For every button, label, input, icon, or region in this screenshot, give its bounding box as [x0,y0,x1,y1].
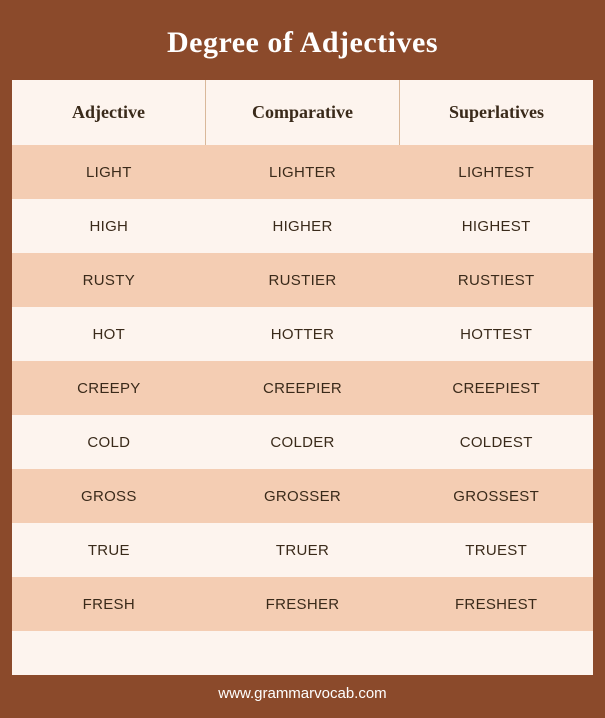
cell-adjective: Creepy [12,361,206,415]
cell-adjective: High [12,199,206,253]
cell-comparative: Fresher [206,577,400,631]
adjectives-table: Adjective Comparative Superlatives Light… [12,80,593,675]
table-row: Creepy Creepier Creepiest [12,361,593,415]
cell-superlative: Grossest [399,469,593,523]
cell-superlative: Creepiest [399,361,593,415]
cell-adjective: Fresh [12,577,206,631]
cell-superlative: Hottest [399,307,593,361]
cell-comparative: Rustier [206,253,400,307]
cell-comparative: Higher [206,199,400,253]
cell-adjective: Light [12,145,206,199]
cell-comparative: Truer [206,523,400,577]
cell-comparative: Grosser [206,469,400,523]
cell-adjective: Rusty [12,253,206,307]
column-header-superlatives: Superlatives [400,80,593,145]
table-row: Hot Hotter Hottest [12,307,593,361]
cell-superlative: Truest [399,523,593,577]
cell-adjective: Cold [12,415,206,469]
table-header-row: Adjective Comparative Superlatives [12,80,593,145]
cell-comparative: Lighter [206,145,400,199]
column-header-comparative: Comparative [206,80,400,145]
cell-comparative: Creepier [206,361,400,415]
page-title: Degree of Adjectives [12,12,593,80]
table-row: Light Lighter Lightest [12,145,593,199]
table-row: High Higher Highest [12,199,593,253]
cell-superlative: Rustiest [399,253,593,307]
table-row: Gross Grosser Grossest [12,469,593,523]
cell-superlative: Freshest [399,577,593,631]
table-row: Rusty Rustier Rustiest [12,253,593,307]
cell-superlative: Lightest [399,145,593,199]
cell-comparative: Colder [206,415,400,469]
table-row: True Truer Truest [12,523,593,577]
page-container: Degree of Adjectives Adjective Comparati… [0,0,605,718]
cell-adjective: True [12,523,206,577]
cell-adjective: Hot [12,307,206,361]
footer-url: www.grammarvocab.com [12,675,593,706]
table-row: Fresh Fresher Freshest [12,577,593,631]
cell-superlative: Coldest [399,415,593,469]
table-row: Cold Colder Coldest [12,415,593,469]
cell-comparative: Hotter [206,307,400,361]
cell-adjective: Gross [12,469,206,523]
column-header-adjective: Adjective [12,80,206,145]
cell-superlative: Highest [399,199,593,253]
